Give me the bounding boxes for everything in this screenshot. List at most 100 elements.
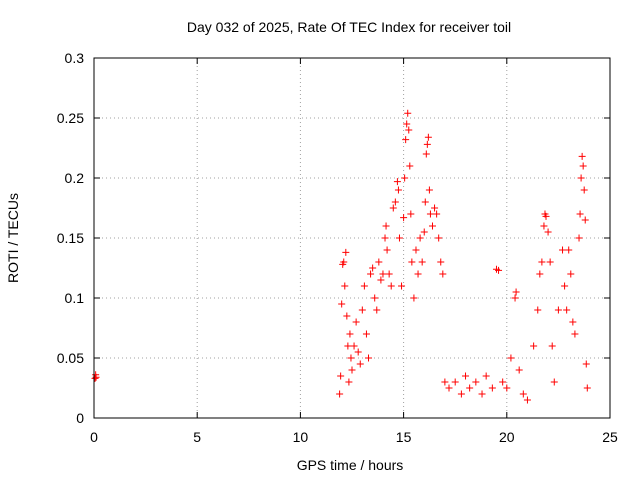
data-point [503, 384, 511, 392]
data-point [559, 246, 567, 254]
data-point [507, 354, 515, 362]
data-point [341, 282, 349, 290]
data-point [542, 212, 550, 220]
data-point [400, 214, 408, 222]
y-tick-label: 0.15 [57, 230, 84, 246]
data-point [441, 378, 449, 386]
data-point [431, 204, 439, 212]
data-point [466, 384, 474, 392]
data-point [462, 372, 470, 380]
data-point [523, 396, 531, 404]
data-point [377, 276, 385, 284]
y-tick-label: 0.1 [65, 290, 85, 306]
data-point [367, 270, 375, 278]
data-point [421, 198, 429, 206]
data-point [385, 270, 393, 278]
y-tick-label: 0.3 [65, 50, 85, 66]
data-point [579, 162, 587, 170]
data-point [418, 258, 426, 266]
data-point [405, 126, 413, 134]
data-point [395, 234, 403, 242]
data-point [391, 198, 399, 206]
data-point [382, 222, 390, 230]
data-point [433, 210, 441, 218]
data-point [369, 264, 377, 272]
data-point [544, 228, 552, 236]
data-point [439, 270, 447, 278]
data-point [425, 186, 433, 194]
y-tick-label: 0.05 [57, 350, 84, 366]
data-point [407, 210, 415, 218]
data-point [534, 306, 542, 314]
data-point [581, 216, 589, 224]
data-point [546, 258, 554, 266]
data-point [576, 210, 584, 218]
data-point [402, 136, 410, 144]
y-tick-label: 0 [76, 410, 84, 426]
axis-ticks [93, 57, 611, 419]
y-axis-label: ROTI / TECUs [5, 193, 21, 283]
data-point [91, 374, 99, 382]
data-point [336, 390, 344, 398]
x-tick-label: 25 [602, 429, 618, 445]
data-point [371, 294, 379, 302]
data-point [365, 354, 373, 362]
data-point [538, 258, 546, 266]
data-point [561, 282, 569, 290]
plot-frame [93, 57, 611, 419]
data-point [445, 384, 453, 392]
data-point [389, 204, 397, 212]
data-point [530, 342, 538, 350]
data-point [340, 258, 348, 266]
data-point [404, 109, 412, 117]
data-point [563, 306, 571, 314]
data-point [360, 282, 368, 290]
data-point [356, 360, 364, 368]
data-point [569, 318, 577, 326]
data-point [345, 378, 353, 386]
data-point [580, 186, 588, 194]
data-point [457, 390, 465, 398]
data-point [343, 312, 351, 320]
data-point [410, 294, 418, 302]
data-point [379, 270, 387, 278]
data-point [515, 366, 523, 374]
data-point [403, 120, 411, 128]
data-point [578, 152, 586, 160]
data-point [567, 270, 575, 278]
data-point [347, 354, 355, 362]
x-tick-label: 0 [90, 429, 98, 445]
data-point [583, 384, 591, 392]
data-point [575, 234, 583, 242]
data-point [426, 210, 434, 218]
data-point [414, 270, 422, 278]
data-point [536, 270, 544, 278]
data-point [401, 174, 409, 182]
data-point [437, 258, 445, 266]
data-point [424, 133, 432, 141]
data-point [412, 246, 420, 254]
data-point [408, 258, 416, 266]
data-point [565, 246, 573, 254]
data-point [577, 174, 585, 182]
x-axis-label: GPS time / hours [297, 457, 404, 473]
data-point [342, 248, 350, 256]
data-point [554, 306, 562, 314]
chart-title: Day 032 of 2025, Rate Of TEC Index for r… [187, 19, 511, 35]
data-points [91, 109, 591, 404]
data-point [348, 366, 356, 374]
data-point [406, 162, 414, 170]
data-point [451, 378, 459, 386]
y-tick-labels: 0 0.05 0.1 0.15 0.2 0.25 0.3 [57, 50, 84, 426]
data-point [478, 390, 486, 398]
y-tick-label: 0.2 [65, 170, 85, 186]
data-point [420, 228, 428, 236]
data-point [423, 140, 431, 148]
x-tick-labels: 0 5 10 15 20 25 [90, 429, 618, 445]
data-point [519, 390, 527, 398]
data-point [393, 178, 401, 186]
data-point [338, 300, 346, 308]
data-point [383, 246, 391, 254]
data-point [350, 342, 358, 350]
